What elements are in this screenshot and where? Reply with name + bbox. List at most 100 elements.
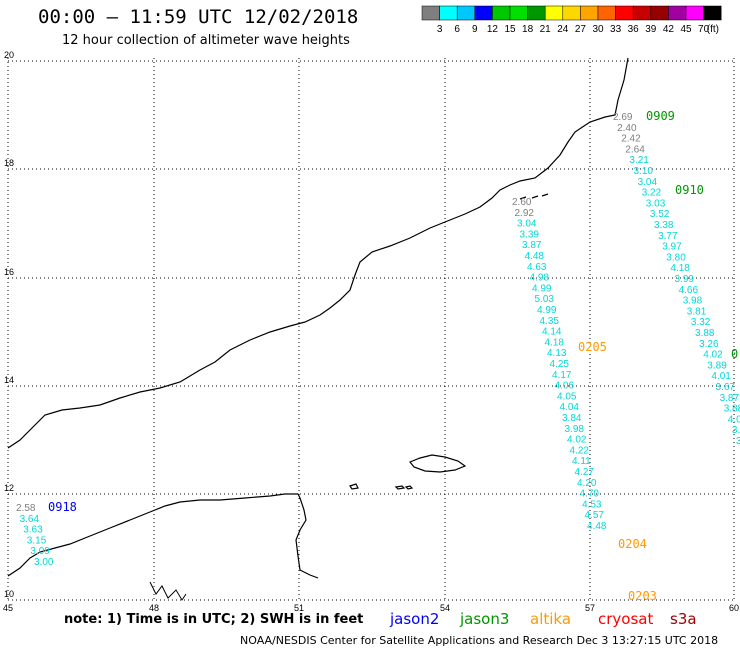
swh-value: 3.87 (720, 393, 740, 404)
swh-value: 3.03 (646, 198, 666, 209)
swh-value: 4.06 (555, 381, 575, 392)
lat-label-16: 16 (4, 267, 14, 277)
color-unit-label: (ft) (707, 24, 719, 35)
swh-value: 3.09 (30, 546, 50, 557)
color-label-9: 30 (592, 24, 604, 35)
lon-label-60: 60 (729, 603, 739, 613)
color-swatch-13 (650, 5, 669, 21)
pass-time-label: 0910 (675, 183, 704, 197)
legend-jason2: jason2 (390, 610, 440, 628)
swh-value: 4.02 (703, 350, 723, 361)
swh-value: 2.92 (515, 208, 535, 219)
swh-value: 3.10 (634, 166, 654, 177)
lat-label-20: 20 (4, 50, 14, 60)
swh-value: 4.18 (670, 263, 690, 274)
color-swatch-5 (509, 5, 528, 21)
color-label-2: 9 (472, 24, 478, 35)
color-label-13: 42 (663, 24, 675, 35)
color-label-7: 24 (557, 24, 569, 35)
track-0910: 0910 (675, 183, 704, 197)
swh-value: 3.26 (699, 339, 719, 350)
legend-s3a: s3a (670, 610, 697, 628)
pass-time-label: 0204 (618, 537, 647, 551)
swh-value: 2.64 (625, 144, 645, 155)
swh-value: 3.80 (666, 252, 686, 263)
swh-value: 3.9 (732, 425, 740, 436)
swh-value: 4.48 (587, 521, 607, 532)
lat-label-14: 14 (4, 375, 14, 385)
color-swatch-16 (703, 5, 722, 21)
swh-value: 3.77 (658, 231, 678, 242)
color-label-15: 70 (698, 24, 710, 35)
swh-value: 3.99 (675, 274, 695, 285)
lon-label-45: 45 (3, 603, 13, 613)
swh-value: 4.99 (537, 305, 557, 316)
swh-value: 4.14 (542, 327, 562, 338)
color-label-12: 39 (645, 24, 657, 35)
color-swatch-12 (632, 5, 652, 21)
swh-value: 3.00 (34, 557, 54, 568)
map-title: 00:00 – 11:59 UTC 12/02/2018 (38, 6, 359, 28)
footer-note: note: 1) Time is in UTC; 2) SWH is in fe… (64, 612, 364, 627)
color-label-1: 6 (454, 24, 460, 35)
color-label-6: 21 (540, 24, 552, 35)
swh-value: 4.00 (728, 414, 740, 425)
swh-value: 4.01 (711, 371, 731, 382)
color-label-11: 36 (628, 24, 640, 35)
somali-coastline (7, 493, 319, 579)
lon-label-51: 51 (294, 603, 304, 613)
swh-value: 2.42 (621, 134, 641, 145)
swh-value: 3.67 (716, 382, 736, 393)
arabian-coastline (7, 57, 629, 449)
swh-value: 4.25 (550, 359, 570, 370)
legend-cryosat: cryosat (598, 610, 654, 628)
color-label-10: 33 (610, 24, 622, 35)
color-swatch-10 (597, 5, 616, 21)
footer-credit: NOAA/NESDIS Center for Satellite Applica… (240, 634, 719, 647)
color-label-14: 45 (680, 24, 692, 35)
swh-value: 3.88 (724, 404, 740, 415)
lat-label-10: 10 (4, 589, 14, 599)
color-swatch-9 (580, 5, 599, 21)
swh-value: 4.13 (547, 348, 567, 359)
swh-value: 3.15 (27, 535, 47, 546)
color-swatch-6 (527, 5, 546, 21)
pass-time-label: 0918 (48, 500, 77, 514)
small-island-1 (349, 483, 359, 490)
color-label-5: 18 (522, 24, 534, 35)
color-swatch-7 (544, 5, 564, 21)
swh-value: 3.81 (687, 306, 707, 317)
swh-value: 3.97 (662, 242, 682, 253)
lat-label-12: 12 (4, 483, 14, 493)
color-label-8: 27 (575, 24, 587, 35)
swh-value: 4.53 (582, 499, 602, 510)
kuria-muria-islands (519, 193, 549, 200)
track-0204: 0204 (618, 537, 647, 551)
swh-value: 4.70 (580, 489, 600, 500)
swh-value: 5.03 (535, 294, 555, 305)
swh-value: 3.64 (20, 514, 40, 525)
color-swatch-3 (474, 5, 493, 21)
legend-jason3: jason3 (460, 610, 510, 628)
swh-value: 2.60 (512, 197, 532, 208)
swh-value: 4.02 (567, 435, 587, 446)
swh-value: 3.39 (520, 229, 540, 240)
coastal-detail (149, 581, 187, 601)
swh-value: 3.87 (522, 240, 542, 251)
swh-value: 4.63 (527, 262, 547, 273)
swh-value: 3. (736, 436, 740, 447)
swh-value: 4.57 (585, 510, 605, 521)
altimeter-tracks: 2.583.643.633.153.093.00 0918 2.692.402.42… (16, 109, 740, 603)
swh-value: 3.21 (629, 155, 649, 166)
map-subtitle: 12 hour collection of altimeter wave hei… (62, 33, 350, 48)
color-swatch-2 (456, 5, 476, 21)
swh-value: 4.20 (577, 478, 597, 489)
swh-value: 4.66 (679, 285, 699, 296)
legend-altika: altika (530, 610, 572, 628)
swh-value: 4.22 (570, 445, 590, 456)
pass-time-label: 0203 (628, 589, 657, 603)
swh-value: 4.11 (572, 456, 591, 467)
swh-value: 3.22 (642, 188, 662, 199)
swh-value: 4.05 (557, 391, 577, 402)
